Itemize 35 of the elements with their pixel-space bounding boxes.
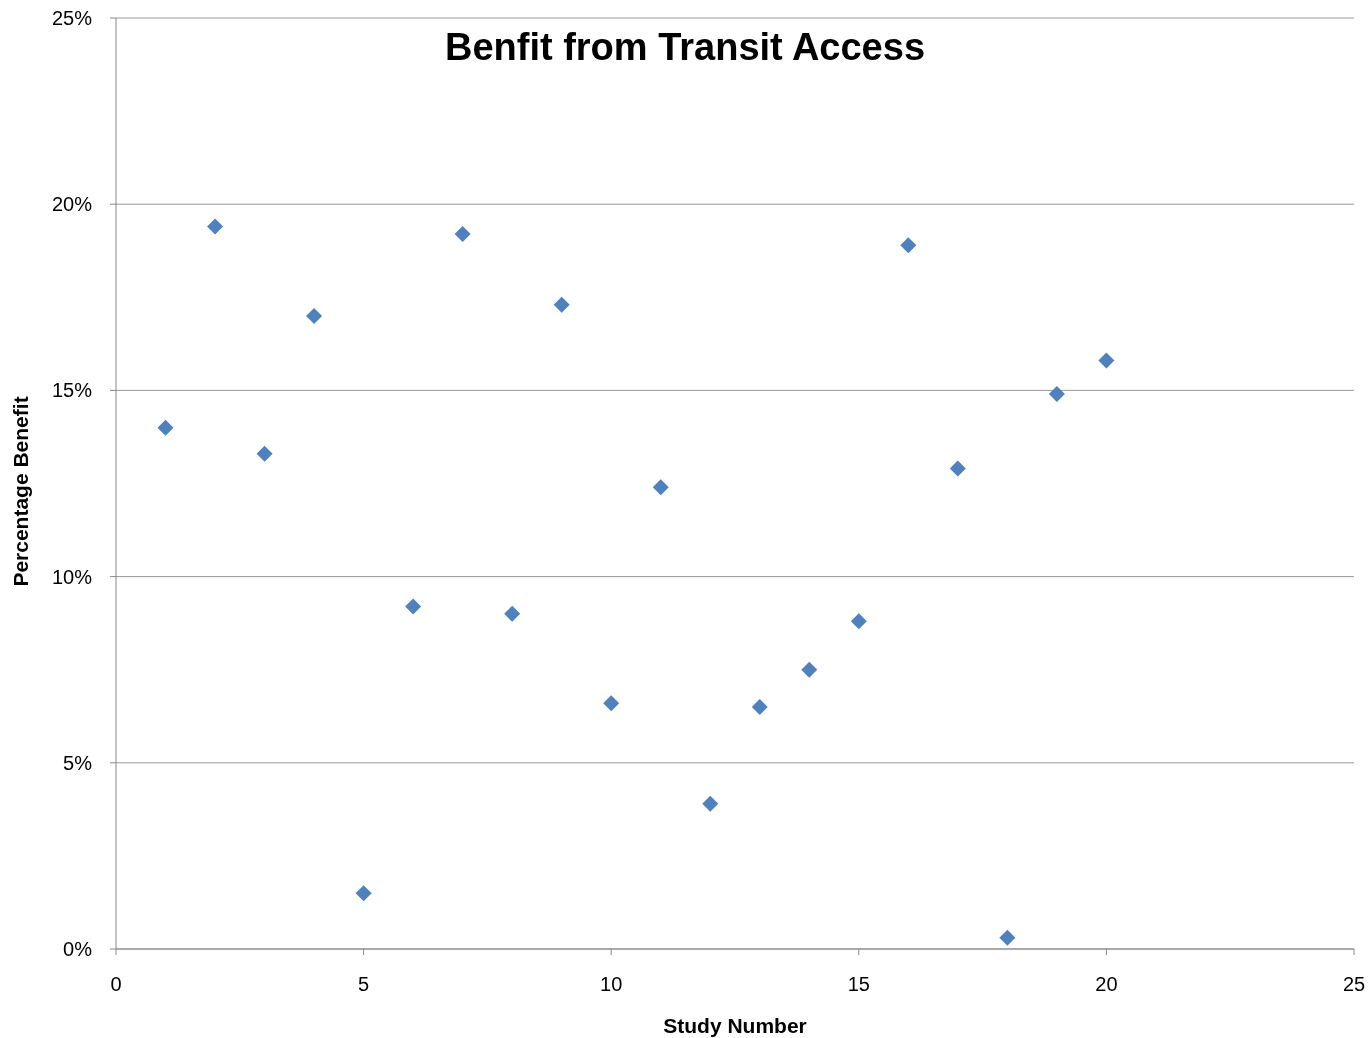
chart-title: Benfit from Transit Access xyxy=(444,26,926,68)
x-tick-label: 5 xyxy=(358,973,370,995)
point xyxy=(1098,352,1115,369)
y-axis-title: Percentage Benefit xyxy=(9,396,32,587)
x-tick-label: 20 xyxy=(1095,973,1118,995)
point xyxy=(553,296,570,313)
point xyxy=(207,218,224,235)
point xyxy=(603,695,620,712)
x-axis-title: Study Number xyxy=(663,1014,807,1037)
point xyxy=(702,795,719,812)
point xyxy=(850,613,867,630)
point xyxy=(900,237,917,254)
point xyxy=(999,929,1016,946)
point xyxy=(405,598,422,615)
y-tick-label: 10% xyxy=(51,565,93,588)
point xyxy=(801,661,818,678)
point xyxy=(949,460,966,477)
y-tick-label: 20% xyxy=(51,193,93,216)
point xyxy=(256,445,273,462)
point xyxy=(751,698,768,715)
point xyxy=(454,225,471,242)
y-tick-label: 0% xyxy=(63,938,93,960)
point xyxy=(157,419,174,436)
point xyxy=(1048,386,1065,403)
point xyxy=(652,479,669,496)
x-tick-label: 15 xyxy=(847,973,870,995)
point xyxy=(355,885,372,902)
y-tick-label: 25% xyxy=(51,7,93,29)
point xyxy=(504,605,521,622)
x-tick-label: 25 xyxy=(1342,973,1366,995)
x-tick-label: 10 xyxy=(600,973,623,995)
point xyxy=(306,307,323,324)
y-tick-label: 5% xyxy=(63,751,93,774)
y-tick-label: 15% xyxy=(51,379,93,402)
x-tick-label: 0 xyxy=(110,973,122,995)
